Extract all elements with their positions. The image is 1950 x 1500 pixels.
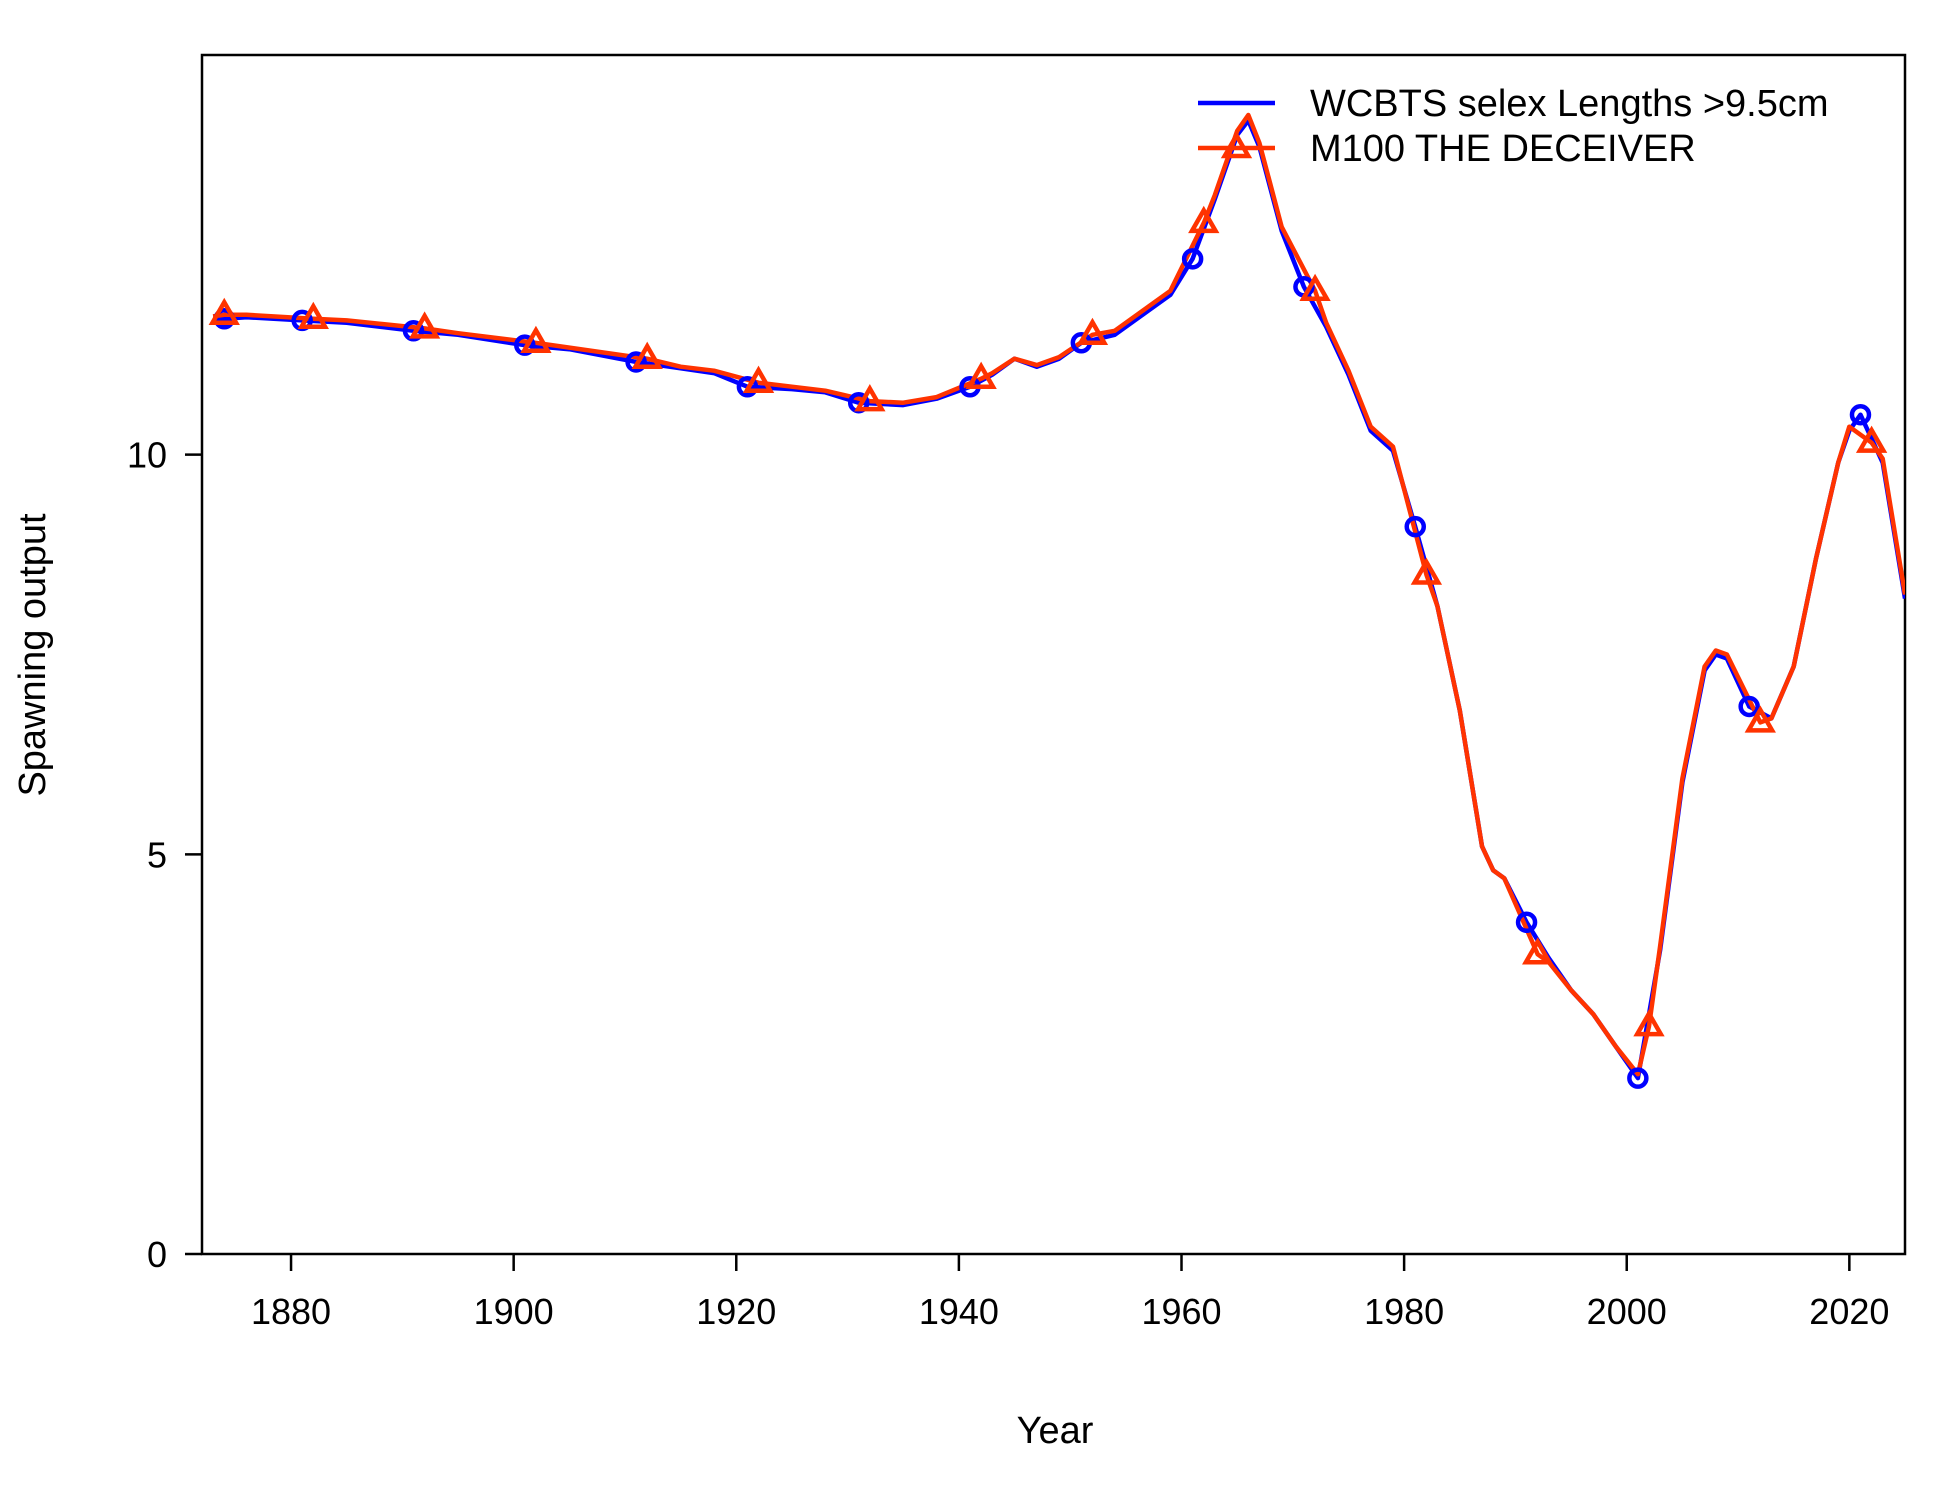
x-tick-label: 1940 — [919, 1291, 999, 1332]
x-tick-label: 1920 — [696, 1291, 776, 1332]
legend-marker-2 — [1220, 130, 1253, 159]
x-tick-label: 1900 — [474, 1291, 554, 1332]
series-2-point — [631, 341, 663, 369]
series-2-point — [1633, 1009, 1665, 1037]
plot-frame — [200, 53, 1907, 1256]
plot-area — [200, 53, 1907, 1256]
series-1-point — [1181, 248, 1204, 270]
series-2-point — [297, 301, 329, 330]
y-tick-label: 0 — [147, 1234, 167, 1275]
series-2-point — [1299, 273, 1331, 302]
x-tick-label: 1960 — [1141, 1291, 1221, 1332]
series-2-point — [520, 325, 552, 353]
series-1-point — [1738, 695, 1760, 718]
series-2-point — [742, 365, 775, 393]
series-2-point — [1410, 557, 1443, 585]
series-2-point — [1076, 317, 1109, 345]
x-tick-label: 1880 — [251, 1291, 331, 1332]
series-1-point — [1849, 403, 1872, 426]
x-tick-label: 1980 — [1364, 1291, 1444, 1332]
series-1-point — [514, 334, 536, 356]
x-tick-label: 2020 — [1809, 1291, 1889, 1332]
series-1-point — [1627, 1067, 1649, 1089]
y-tick-label: 10 — [127, 435, 167, 476]
legend-label-2: M100 THE DECEIVER — [1310, 128, 1696, 170]
y-tick-label: 5 — [147, 834, 167, 875]
legend-label-1: WCBTS selex Lengths >9.5cm — [1310, 83, 1829, 125]
x-axis: 1880 1900 1920 1940 1960 1980 2000 2020 — [251, 1254, 1889, 1332]
series-2-point — [408, 311, 441, 339]
series-2-point — [965, 361, 997, 389]
series-2-point — [1188, 205, 1220, 234]
series-1-point — [1515, 911, 1538, 934]
series-1-point — [625, 351, 647, 373]
series-1-point — [402, 320, 425, 342]
series-1-point — [736, 375, 759, 398]
series-2-point — [1855, 425, 1888, 453]
series-line-1 — [213, 118, 1905, 1081]
series-2-point — [208, 297, 240, 326]
y-axis-title: Spawning output — [12, 513, 54, 797]
series-1-point — [1404, 515, 1426, 538]
series-2-point — [1744, 705, 1776, 733]
x-axis-title: Year — [1017, 1410, 1094, 1452]
y-axis: 0 5 10 — [127, 435, 202, 1275]
series-line-2 — [212, 112, 1905, 1077]
series-2-point — [854, 384, 886, 412]
series-2-point — [1522, 937, 1554, 965]
x-tick-label: 2000 — [1587, 1291, 1667, 1332]
